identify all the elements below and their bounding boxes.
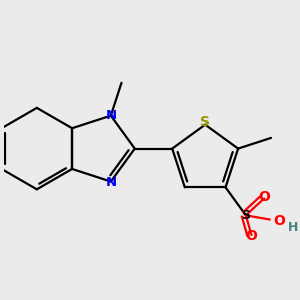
Text: H: H (288, 221, 298, 235)
Text: N: N (105, 176, 116, 189)
Text: S: S (200, 115, 210, 129)
Text: O: O (274, 214, 286, 228)
Text: O: O (258, 190, 270, 204)
Text: O: O (246, 230, 257, 243)
Text: N: N (105, 109, 116, 122)
Text: S: S (242, 209, 250, 222)
